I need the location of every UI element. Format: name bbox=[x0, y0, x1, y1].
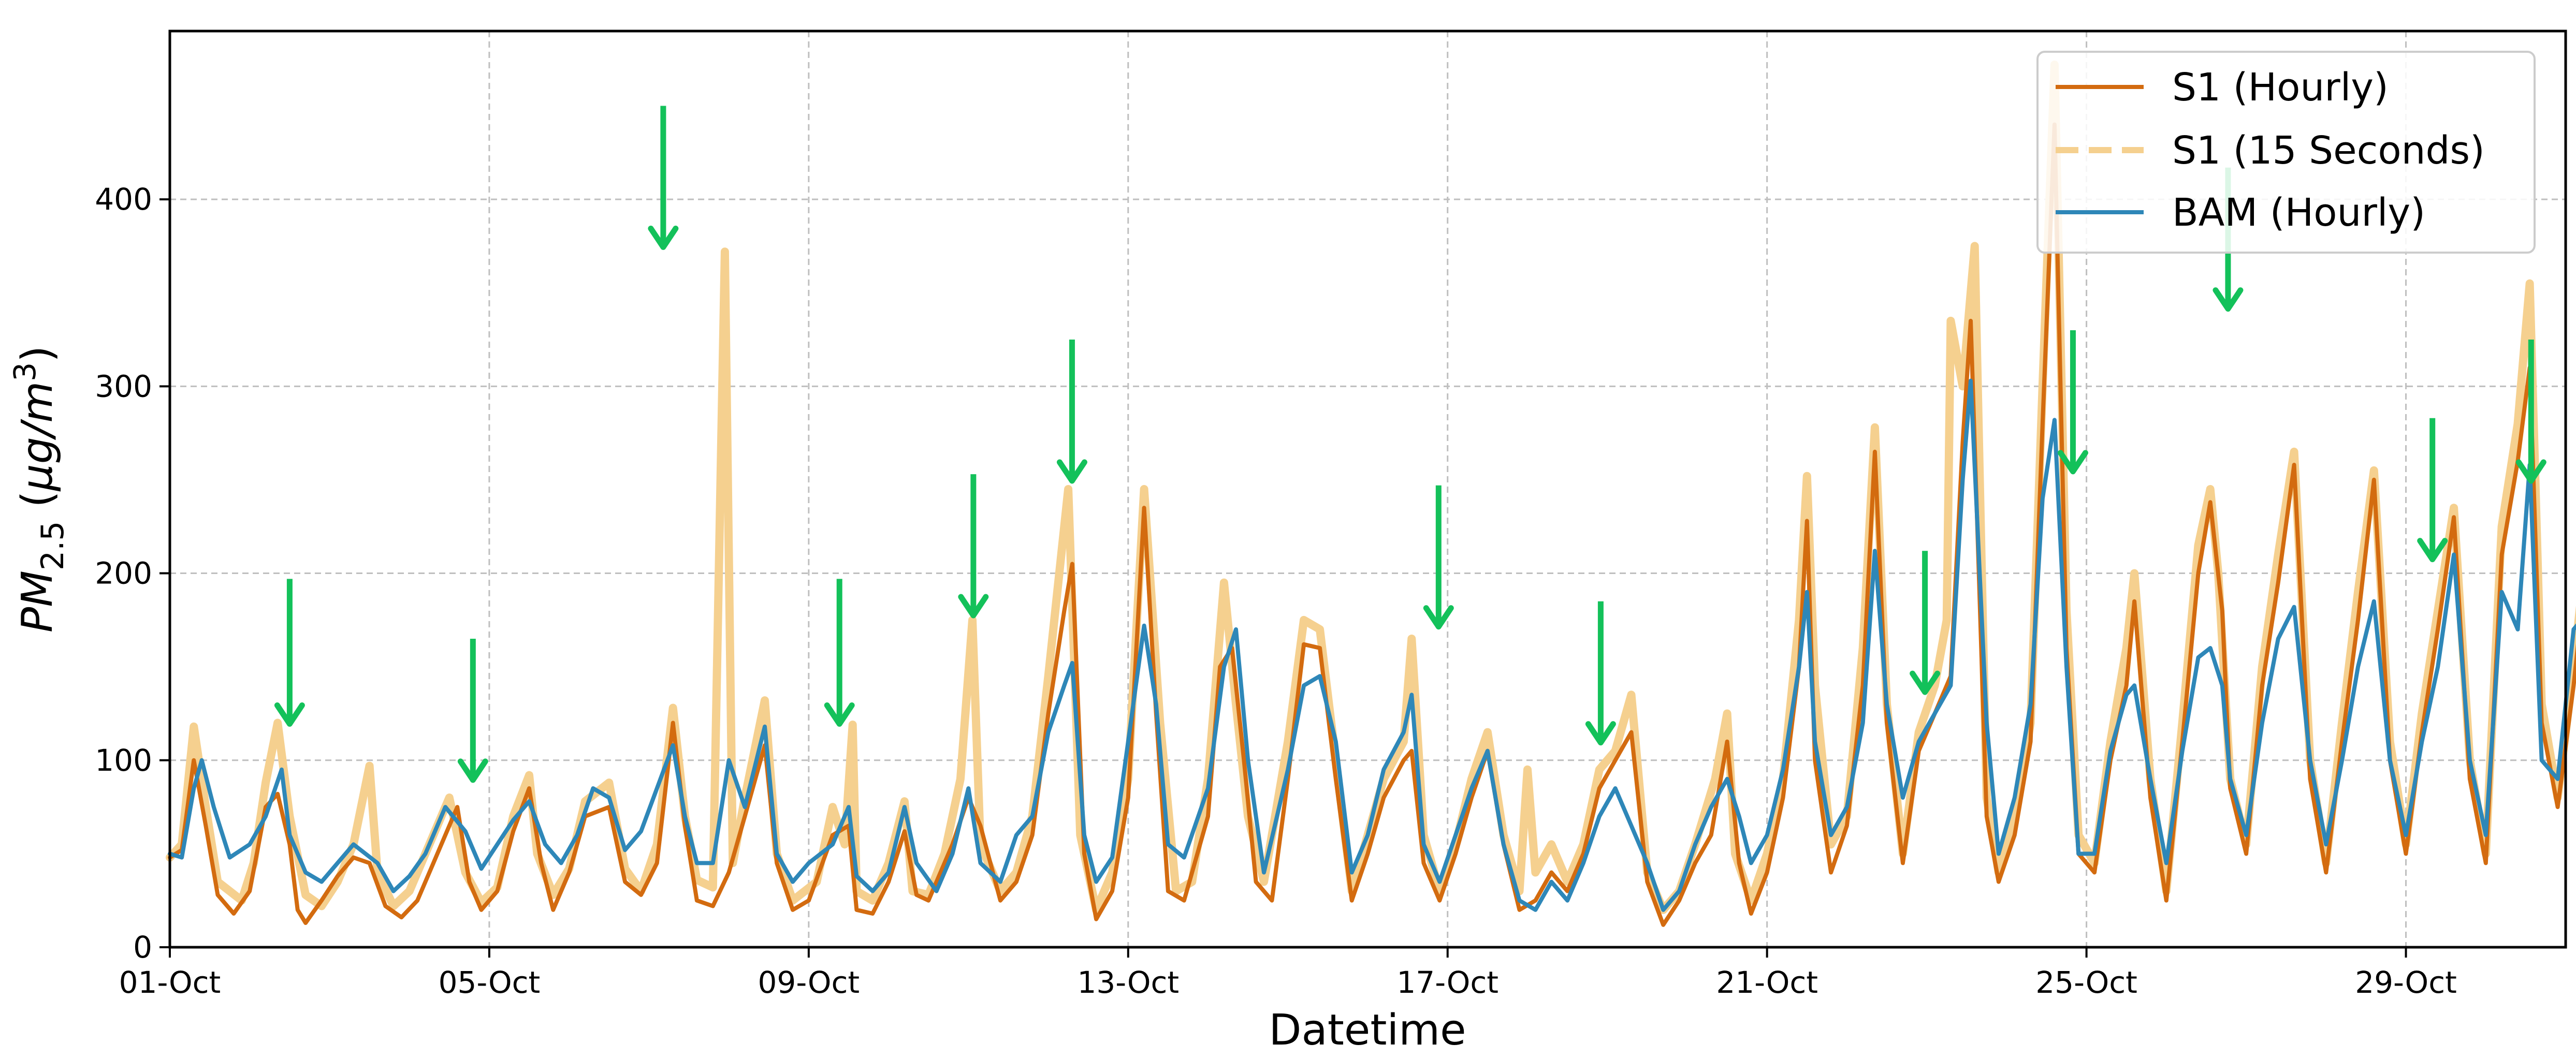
arrow-head bbox=[648, 225, 679, 250]
annotation-arrow bbox=[958, 474, 989, 619]
legend-box bbox=[2036, 51, 2536, 254]
arrow-head bbox=[1423, 605, 1454, 630]
annotation-arrow bbox=[1423, 485, 1454, 630]
arrow-head bbox=[2417, 538, 2448, 563]
arrow-head bbox=[2515, 459, 2546, 484]
x-tick-label: 09-Oct bbox=[758, 965, 860, 1000]
x-tick-label: 21-Oct bbox=[1716, 965, 1818, 1000]
axis-ticks: 0 100 200 300 400 01-Oct 05-Oct 09-Oct 13-Oct 17-… bbox=[95, 182, 2457, 1000]
annotation-arrow bbox=[457, 638, 488, 783]
arrow-head bbox=[2057, 450, 2088, 475]
plot-area bbox=[166, 61, 2576, 927]
y-tick-label: 400 bbox=[95, 182, 152, 217]
annotation-arrow bbox=[1585, 601, 1616, 746]
y-tick-label: 0 bbox=[133, 930, 152, 965]
annotation-arrow bbox=[824, 579, 855, 727]
annotation-arrow bbox=[2417, 418, 2448, 563]
arrow-head bbox=[824, 702, 855, 727]
y-tick-label: 200 bbox=[95, 556, 152, 591]
x-tick-label: 29-Oct bbox=[2355, 965, 2457, 1000]
x-tick-label: 25-Oct bbox=[2035, 965, 2137, 1000]
series-bam-hourly bbox=[168, 378, 2576, 912]
y-tick-label: 300 bbox=[95, 369, 152, 404]
plot-frame bbox=[168, 30, 2567, 949]
arrow-head bbox=[1910, 670, 1941, 695]
x-tick-label: 17-Oct bbox=[1396, 965, 1498, 1000]
annotation-arrow bbox=[1056, 340, 1087, 484]
legend-label-s1-15s: S1 (15 Seconds) bbox=[2172, 128, 2485, 173]
arrow-head bbox=[958, 594, 989, 619]
legend-label-bam-hourly: BAM (Hourly) bbox=[2172, 190, 2425, 235]
y-tick-label: 100 bbox=[95, 743, 152, 778]
x-tick-label: 01-Oct bbox=[119, 965, 221, 1000]
x-tick-label: 05-Oct bbox=[439, 965, 541, 1000]
arrow-head bbox=[2213, 287, 2244, 312]
annotation-arrow bbox=[2057, 330, 2088, 475]
arrow-head bbox=[274, 702, 305, 727]
arrow-head bbox=[457, 758, 488, 783]
arrow-head bbox=[1585, 721, 1616, 746]
y-axis-title: PM2.5 (μg/m3) bbox=[7, 346, 71, 633]
x-tick-label: 13-Oct bbox=[1077, 965, 1179, 1000]
annotation-arrow bbox=[274, 579, 305, 727]
legend-label-s1-hourly: S1 (Hourly) bbox=[2172, 65, 2389, 110]
annotation-arrow bbox=[648, 106, 679, 250]
arrow-head bbox=[1056, 459, 1087, 484]
legend: S1 (Hourly) S1 (15 Seconds) BAM (Hourly) bbox=[2036, 51, 2536, 254]
annotation-arrow bbox=[2515, 340, 2546, 484]
series-s1-hourly bbox=[168, 122, 2576, 927]
annotation-arrow bbox=[1910, 551, 1941, 695]
x-axis-title: Datetime bbox=[1269, 1006, 1466, 1055]
